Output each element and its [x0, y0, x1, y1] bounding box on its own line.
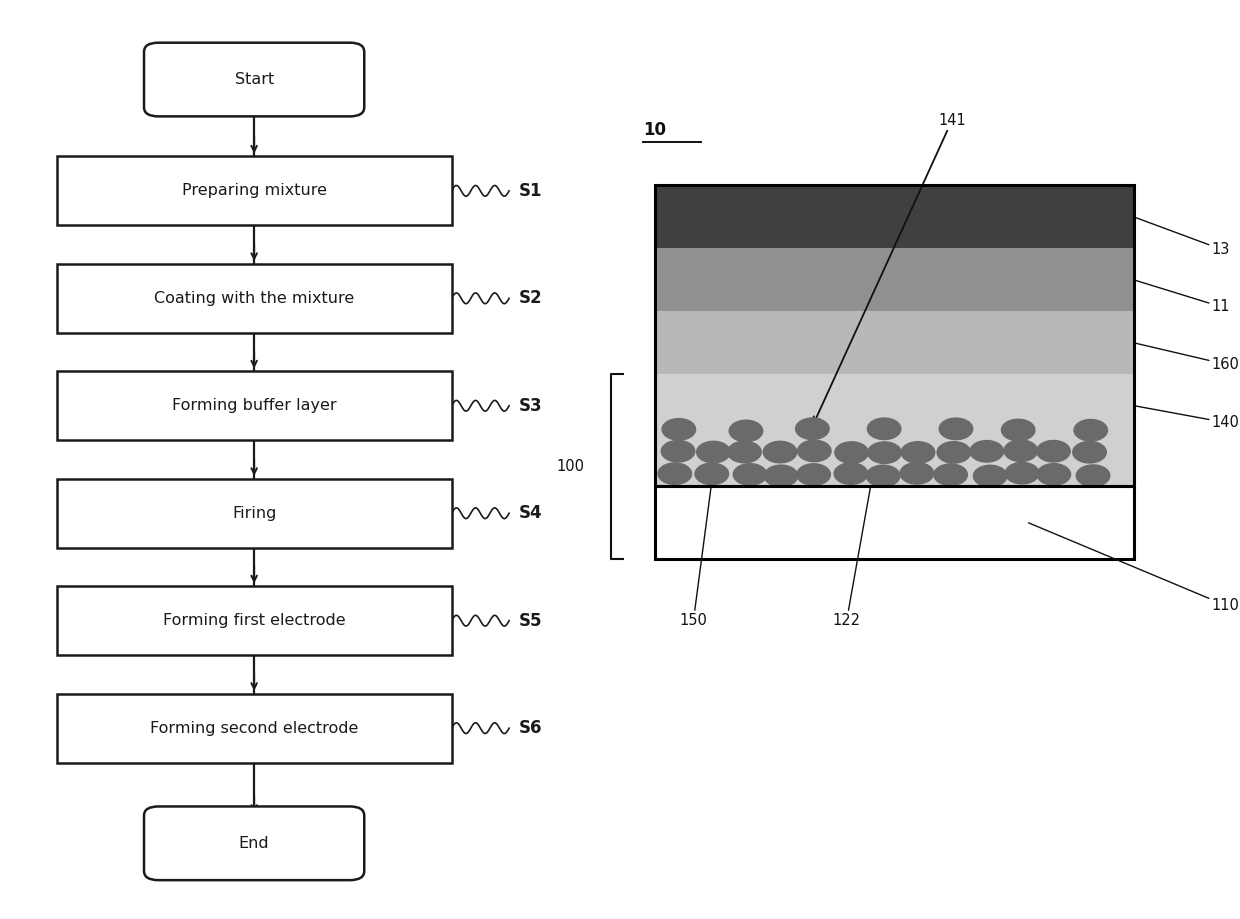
Circle shape: [729, 420, 763, 442]
FancyBboxPatch shape: [144, 42, 365, 117]
Text: S2: S2: [518, 289, 542, 307]
Text: End: End: [239, 835, 269, 851]
Bar: [655, 186, 1133, 486]
Bar: [57, 264, 451, 333]
Text: 100: 100: [557, 460, 584, 474]
Circle shape: [970, 440, 1003, 462]
Circle shape: [797, 440, 831, 461]
Circle shape: [764, 465, 797, 486]
Text: 13: 13: [1133, 217, 1230, 256]
Circle shape: [867, 465, 900, 487]
Text: Forming second electrode: Forming second electrode: [150, 720, 358, 736]
Circle shape: [1076, 465, 1110, 486]
Bar: [655, 374, 1133, 486]
Circle shape: [662, 418, 696, 440]
Circle shape: [868, 418, 901, 439]
Text: 11: 11: [1133, 280, 1230, 314]
Circle shape: [900, 462, 934, 484]
Text: S6: S6: [518, 720, 542, 737]
Circle shape: [868, 442, 901, 463]
Bar: [655, 186, 1133, 248]
Text: Coating with the mixture: Coating with the mixture: [154, 290, 355, 306]
Circle shape: [1006, 462, 1039, 484]
Text: Forming buffer layer: Forming buffer layer: [172, 398, 336, 414]
Text: Start: Start: [234, 72, 274, 87]
Text: 140: 140: [1133, 405, 1240, 430]
Circle shape: [901, 442, 935, 463]
Circle shape: [796, 418, 830, 439]
Text: Preparing mixture: Preparing mixture: [181, 183, 326, 199]
Circle shape: [939, 418, 972, 439]
Bar: [57, 694, 451, 763]
Bar: [655, 186, 1133, 486]
Circle shape: [764, 441, 797, 463]
Text: S4: S4: [518, 505, 542, 522]
Circle shape: [694, 463, 729, 484]
Circle shape: [697, 441, 730, 463]
Bar: [57, 586, 451, 655]
Text: 110: 110: [1028, 523, 1240, 613]
Circle shape: [934, 464, 967, 485]
Text: Forming first electrode: Forming first electrode: [162, 613, 346, 629]
Text: 150: 150: [680, 476, 713, 628]
Text: S3: S3: [518, 397, 542, 414]
Bar: [57, 156, 451, 225]
Circle shape: [797, 464, 831, 485]
Bar: [57, 479, 451, 548]
Text: S5: S5: [518, 612, 542, 630]
Circle shape: [658, 463, 692, 484]
Circle shape: [1037, 464, 1070, 485]
Circle shape: [835, 463, 868, 484]
Bar: [655, 248, 1133, 312]
Circle shape: [1037, 440, 1070, 462]
Circle shape: [1004, 440, 1038, 461]
Text: Firing: Firing: [232, 505, 277, 521]
Text: 160: 160: [1133, 343, 1240, 372]
Circle shape: [1002, 419, 1035, 441]
Bar: [57, 371, 451, 440]
Text: 122: 122: [832, 486, 870, 628]
Circle shape: [1073, 441, 1106, 463]
Circle shape: [835, 442, 868, 463]
Circle shape: [937, 442, 971, 463]
Text: S1: S1: [518, 182, 542, 199]
Circle shape: [973, 465, 1007, 487]
Text: 10: 10: [644, 121, 666, 140]
Circle shape: [1074, 419, 1107, 441]
Bar: [655, 312, 1133, 374]
Text: 141: 141: [813, 113, 966, 423]
Bar: [655, 486, 1133, 560]
Circle shape: [661, 440, 694, 462]
Circle shape: [728, 441, 761, 463]
Circle shape: [733, 464, 766, 485]
FancyBboxPatch shape: [144, 807, 365, 880]
